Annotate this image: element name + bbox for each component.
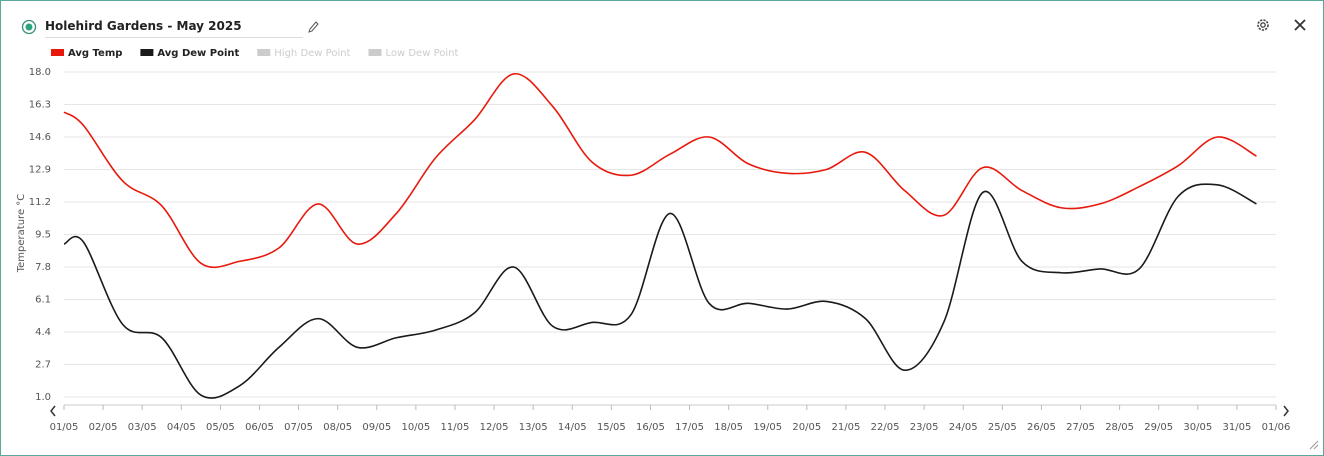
legend-label[interactable]: High Dew Point [274, 48, 350, 59]
y-tick-label: 18.0 [29, 67, 51, 78]
x-tick-label: 30/05 [1183, 422, 1212, 433]
x-tick-label: 21/05 [832, 422, 861, 433]
y-tick-label: 1.0 [35, 392, 51, 403]
x-tick-label: 07/05 [284, 422, 313, 433]
x-tick-label: 12/05 [480, 422, 509, 433]
x-tick-label: 09/05 [362, 422, 391, 433]
y-axis-label: Temperature °C [16, 194, 27, 274]
y-tick-label: 12.9 [29, 165, 51, 176]
legend-swatch [51, 49, 64, 56]
y-tick-label: 2.7 [35, 360, 51, 371]
x-tick-label: 06/05 [245, 422, 274, 433]
x-tick-label: 18/05 [714, 422, 743, 433]
x-tick-label: 03/05 [128, 422, 157, 433]
scroll-left[interactable] [50, 405, 56, 417]
widget-title[interactable]: Holehird Gardens - May 2025 [45, 17, 303, 38]
x-tick-label: 17/05 [675, 422, 704, 433]
y-tick-label: 11.2 [29, 197, 51, 208]
x-tick-label: 26/05 [1027, 422, 1056, 433]
x-tick-label: 13/05 [519, 422, 548, 433]
resize-handle[interactable] [1309, 440, 1319, 450]
y-tick-label: 7.8 [35, 262, 51, 273]
x-tick-label: 02/05 [89, 422, 118, 433]
legend-label[interactable]: Low Dew Point [385, 48, 458, 59]
x-tick-label: 08/05 [323, 422, 352, 433]
y-tick-label: 14.6 [29, 132, 51, 143]
x-tick-label: 20/05 [792, 422, 821, 433]
x-tick-label: 28/05 [1105, 422, 1134, 433]
x-tick-label: 24/05 [949, 422, 978, 433]
x-tick-label: 27/05 [1066, 422, 1095, 433]
x-tick-label: 23/05 [910, 422, 939, 433]
series-line [63, 183, 1257, 399]
x-tick-label: 11/05 [441, 422, 470, 433]
x-tick-label: 04/05 [167, 422, 196, 433]
settings-icon[interactable] [1253, 15, 1273, 35]
legend-label[interactable]: Avg Dew Point [157, 48, 239, 59]
edit-icon[interactable] [303, 19, 323, 35]
y-tick-label: 6.1 [35, 295, 51, 306]
series-line [63, 73, 1257, 269]
x-tick-label: 31/05 [1222, 422, 1251, 433]
y-tick-label: 9.5 [35, 230, 51, 241]
x-tick-label: 25/05 [988, 422, 1017, 433]
scroll-right[interactable] [1283, 405, 1289, 417]
legend-swatch [140, 49, 154, 56]
x-tick-label: 15/05 [597, 422, 626, 433]
x-tick-label: 05/05 [206, 422, 235, 433]
legend-swatch [257, 49, 271, 56]
x-tick-label: 19/05 [753, 422, 782, 433]
x-tick-label: 01/06 [1262, 422, 1291, 433]
x-tick-label: 10/05 [401, 422, 430, 433]
legend-swatch [368, 49, 382, 56]
x-tick-label: 01/05 [50, 422, 79, 433]
close-icon[interactable] [1291, 16, 1309, 34]
legend-label[interactable]: Avg Temp [68, 48, 122, 59]
header: Holehird Gardens - May 2025 [21, 15, 323, 39]
y-tick-label: 4.4 [35, 327, 51, 338]
x-tick-label: 14/05 [558, 422, 587, 433]
x-tick-label: 29/05 [1144, 422, 1173, 433]
x-tick-label: 16/05 [636, 422, 665, 433]
y-tick-label: 16.3 [29, 100, 51, 111]
radio-icon[interactable] [21, 19, 37, 35]
x-tick-label: 22/05 [871, 422, 900, 433]
